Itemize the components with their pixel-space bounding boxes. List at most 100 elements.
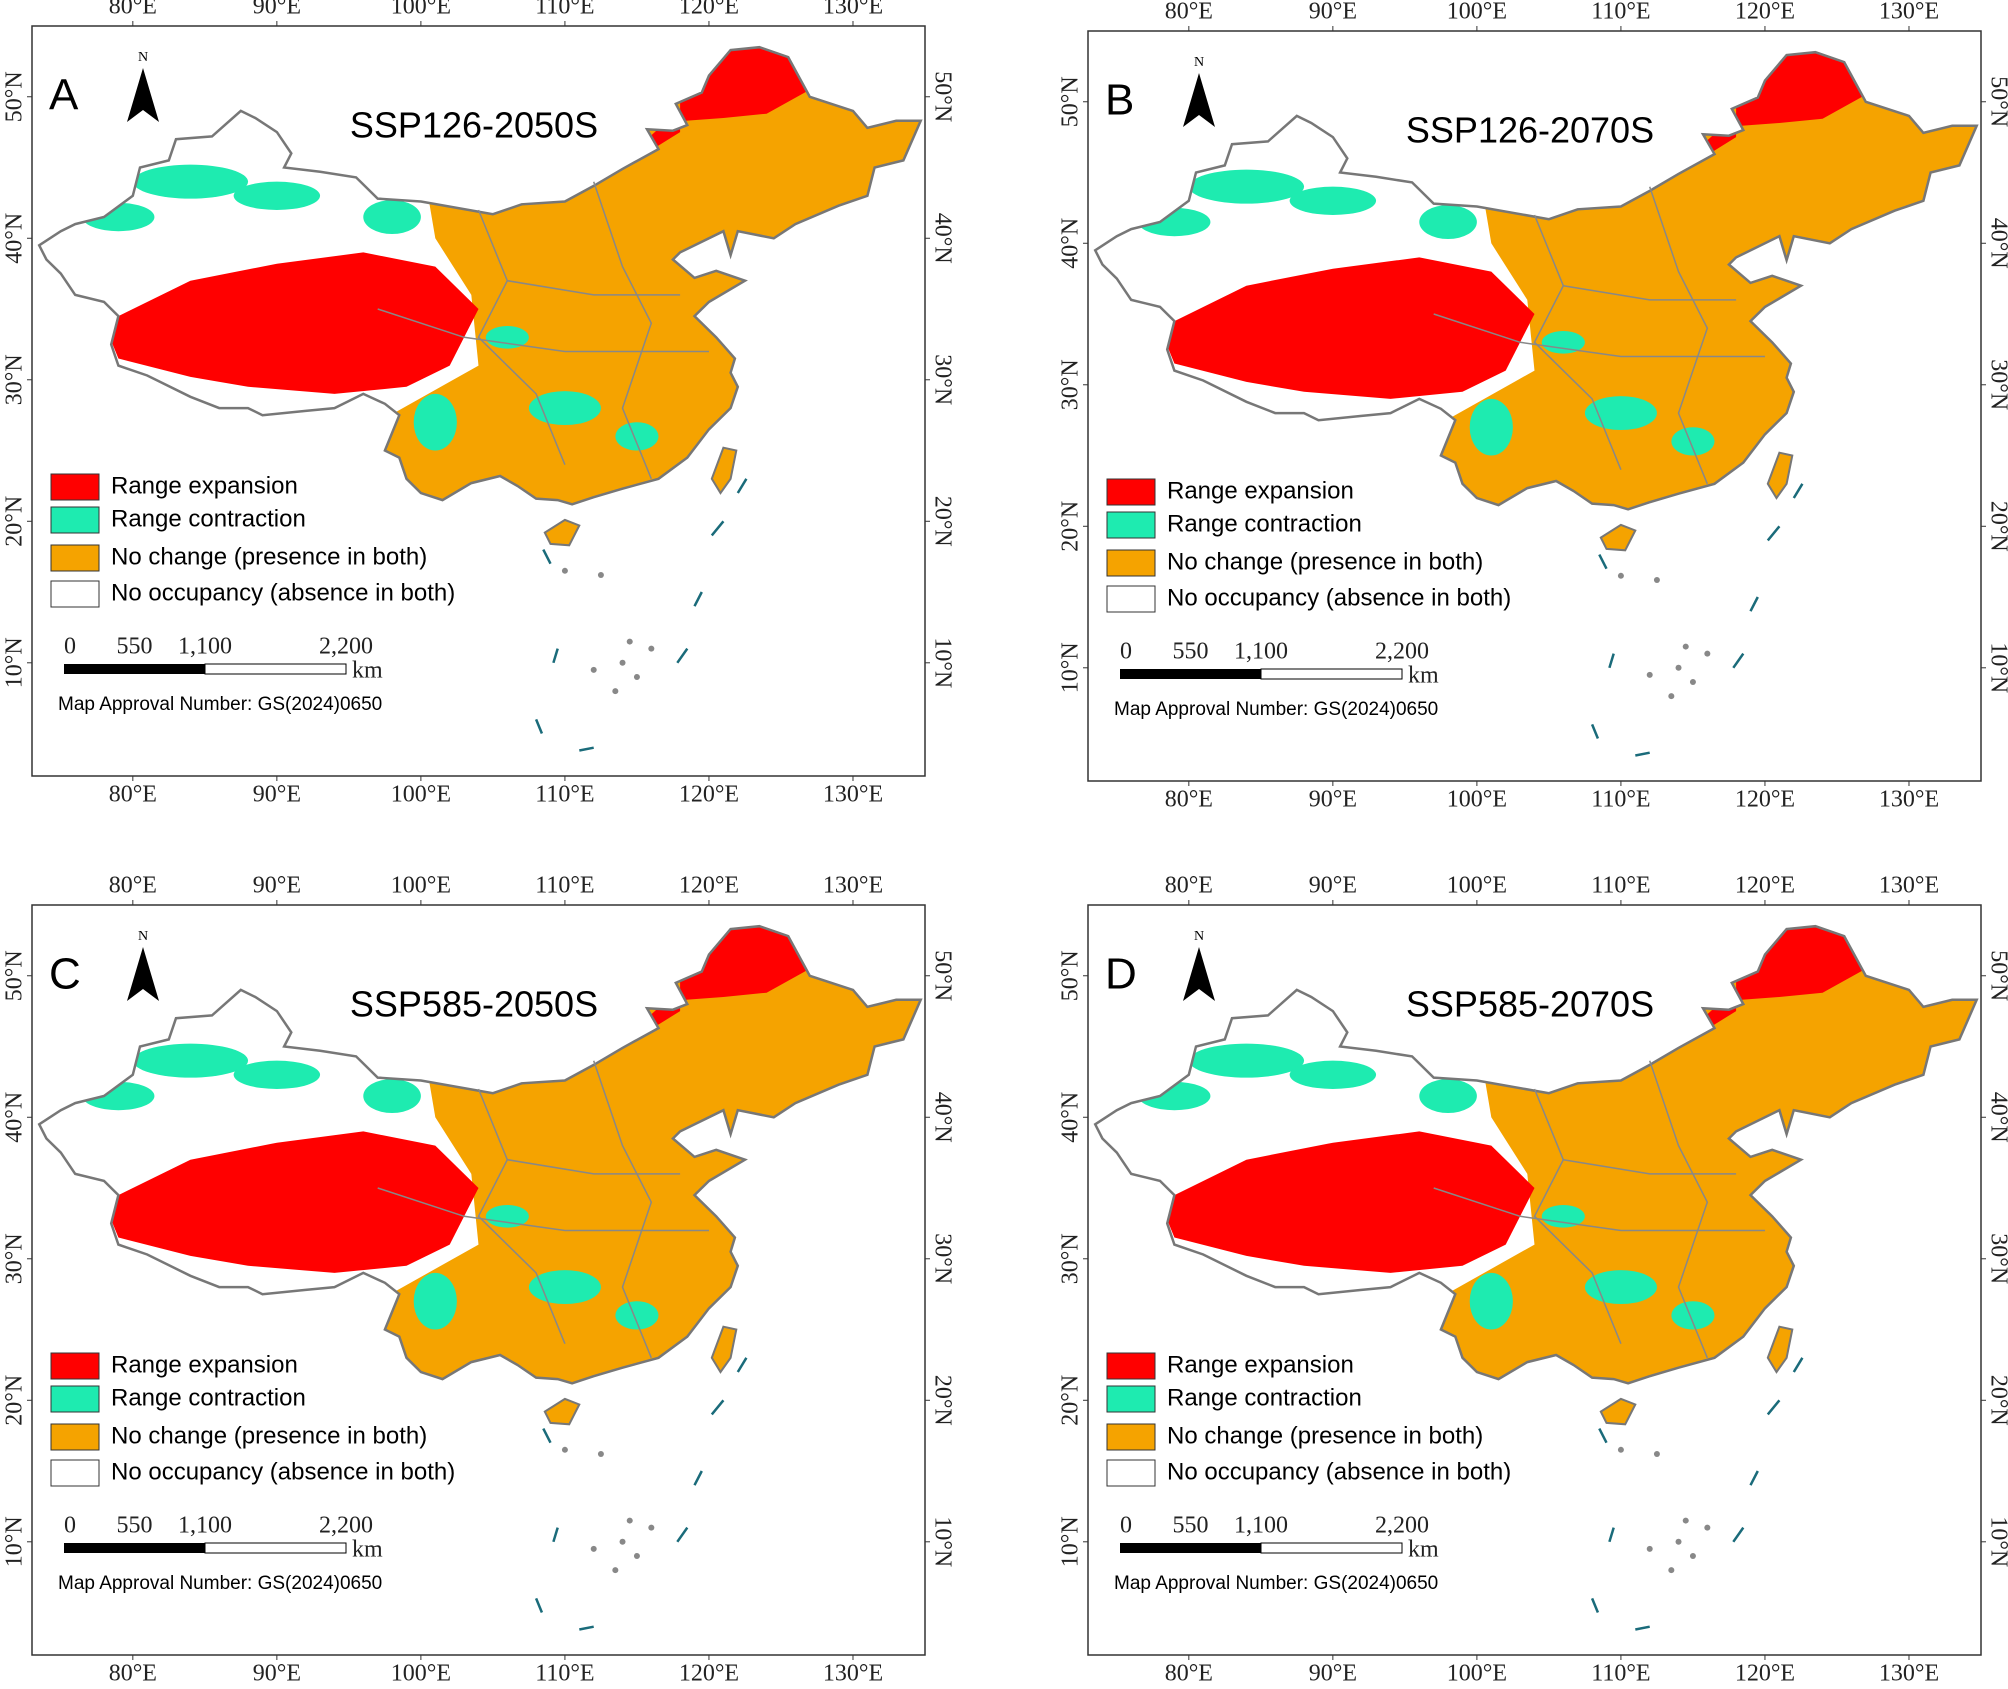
- expansion-area: [1160, 257, 1535, 399]
- legend-label: No change (presence in both): [1167, 548, 1483, 575]
- south-sea-island: [561, 1446, 568, 1453]
- panel-letter: A: [49, 71, 79, 120]
- nine-dash-line: [676, 647, 689, 664]
- province-border: [1563, 284, 1737, 301]
- north-label: N: [138, 50, 148, 65]
- contraction-area: [1584, 1270, 1657, 1305]
- south-sea-island: [1617, 1446, 1624, 1453]
- lat-tick-label: 40°N: [1985, 1092, 2008, 1143]
- contraction-area: [132, 164, 249, 199]
- legend-swatch: [50, 1352, 100, 1380]
- scale-bar-light: [1260, 1542, 1403, 1554]
- contraction-area: [1419, 205, 1477, 240]
- legend-swatch: [1106, 511, 1156, 539]
- expansion-area: [608, 926, 810, 1054]
- scale-bar-light: [204, 663, 347, 675]
- north-label: N: [1194, 929, 1204, 944]
- contraction-area: [1671, 1301, 1715, 1330]
- lon-tick-label: 90°E: [253, 1661, 301, 1687]
- scale-bar-dark: [64, 1543, 205, 1553]
- island: [1766, 451, 1794, 500]
- legend-label: Range expansion: [111, 1351, 298, 1378]
- contraction-area: [363, 200, 421, 235]
- south-sea-island: [1675, 664, 1682, 671]
- island: [710, 1325, 738, 1374]
- north-arrow: [127, 947, 159, 1001]
- nine-dash-line: [676, 1526, 689, 1543]
- nine-dash-line: [542, 549, 552, 565]
- map-panel: 80°E 80°E 90°E 90°E 100°E 100°E 110°E 110°E 120°…: [1058, 0, 2008, 813]
- lon-tick-label: 80°E: [1165, 787, 1213, 813]
- contraction-area: [413, 393, 457, 451]
- scale-bar-label: 0: [1120, 1513, 1132, 1539]
- lon-tick-label: 100°E: [1447, 873, 1507, 899]
- scale-bar-label: 2,200: [1375, 639, 1429, 665]
- contraction-area: [485, 1205, 529, 1228]
- legend-swatch: [1106, 1352, 1156, 1380]
- expansion-area: [104, 252, 479, 394]
- nine-dash-line: [542, 1428, 552, 1444]
- scale-bar-unit: km: [352, 658, 383, 684]
- legend-swatch: [50, 473, 100, 501]
- legend-swatch: [50, 1459, 100, 1487]
- province-border: [1433, 313, 1765, 358]
- nine-dash-line: [736, 478, 748, 494]
- lon-tick-label: 80°E: [109, 873, 157, 899]
- nine-dash-line: [579, 746, 594, 752]
- panel-letter: C: [49, 950, 81, 999]
- map-panel: 80°E 80°E 90°E 90°E 100°E 100°E 110°E 110°E 120°…: [1058, 873, 2008, 1687]
- island: [543, 1397, 581, 1426]
- south-sea-island: [633, 1552, 640, 1559]
- nine-dash-line: [534, 1597, 544, 1613]
- scale-bar-label: 0: [64, 1513, 76, 1539]
- lat-tick-label: 20°N: [929, 496, 955, 547]
- lon-tick-label: 100°E: [391, 0, 451, 20]
- lon-tick-label: 110°E: [535, 873, 594, 899]
- scale-bar-label: 1,100: [1234, 639, 1288, 665]
- nine-dash-line: [1635, 751, 1650, 757]
- nine-dash-line: [1749, 596, 1759, 612]
- nine-dash-line: [710, 1399, 725, 1416]
- legend-label: Range contraction: [1167, 1384, 1362, 1411]
- south-sea-island: [1668, 1567, 1675, 1574]
- nine-dash-line: [693, 591, 703, 607]
- south-sea-island: [1682, 643, 1689, 650]
- expansion-area: [104, 1131, 479, 1273]
- lon-tick-label: 110°E: [1591, 787, 1650, 813]
- north-arrow: [1183, 73, 1215, 127]
- legend-label: Range expansion: [1167, 477, 1354, 504]
- lon-tick-label: 120°E: [1735, 787, 1795, 813]
- province-border: [1648, 186, 1709, 485]
- legend-label: No change (presence in both): [111, 1422, 427, 1449]
- lat-tick-label: 10°N: [1058, 1516, 1084, 1567]
- province-border: [1563, 1158, 1737, 1175]
- lat-tick-label: 50°N: [929, 71, 955, 122]
- lon-tick-label: 120°E: [679, 873, 739, 899]
- lat-tick-label: 40°N: [929, 213, 955, 264]
- lat-tick-label: 20°N: [2, 496, 28, 547]
- lon-tick-label: 90°E: [1309, 787, 1357, 813]
- lon-tick-label: 100°E: [391, 782, 451, 808]
- legend-label: Range contraction: [111, 1384, 306, 1411]
- lat-tick-label: 30°N: [1058, 359, 1084, 410]
- lon-tick-label: 130°E: [823, 1661, 883, 1687]
- lat-tick-label: 30°N: [1058, 1233, 1084, 1284]
- province-border: [1533, 1088, 1622, 1344]
- country-border: [1093, 924, 1979, 1385]
- country-border: [37, 45, 923, 506]
- scale-bar-unit: km: [1408, 663, 1439, 689]
- lon-tick-label: 130°E: [1879, 0, 1939, 25]
- province-border: [1648, 1060, 1709, 1359]
- province-border: [1433, 1187, 1765, 1232]
- nine-dash-line: [710, 520, 725, 537]
- contraction-area: [528, 391, 601, 426]
- south-sea-island: [648, 1524, 655, 1531]
- province-border: [592, 1060, 653, 1359]
- lat-tick-label: 20°N: [1058, 1375, 1084, 1426]
- nine-dash-line: [1608, 653, 1615, 669]
- scale-bar-dark: [1120, 669, 1261, 679]
- lat-tick-label: 40°N: [2, 213, 28, 264]
- legend-swatch: [1106, 549, 1156, 577]
- nine-dash-line: [1732, 1526, 1745, 1543]
